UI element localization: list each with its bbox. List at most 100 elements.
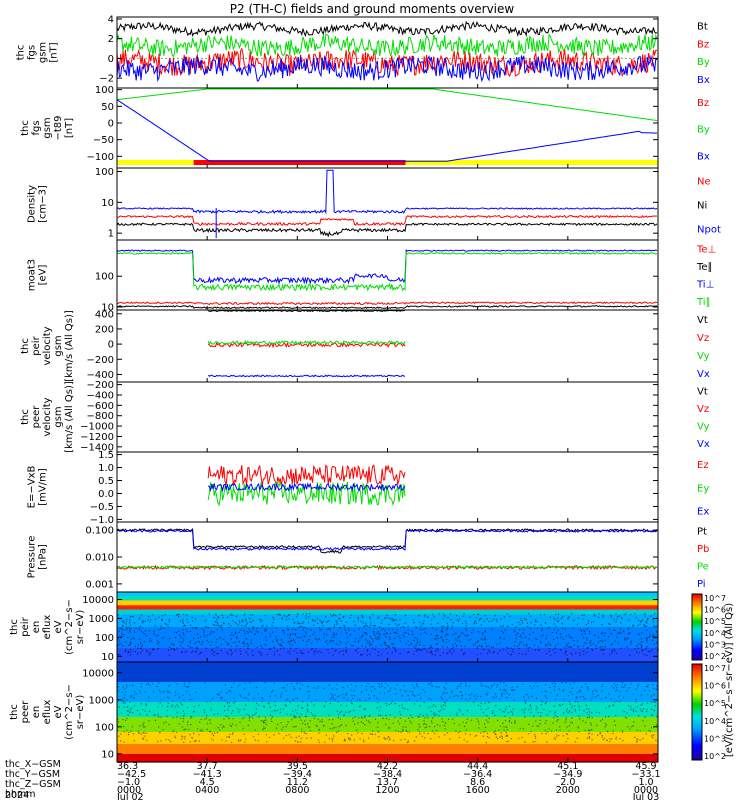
y-axis-label: thc (9, 704, 20, 720)
y-axis-label: [nPa] (38, 544, 49, 570)
y-tick-label: 0.001 (85, 579, 114, 590)
y-tick-label: −1400 (80, 442, 114, 453)
series-p7-1 (207, 481, 406, 507)
spectrogram-band (117, 596, 658, 601)
colorbar-tick: 10^5 (704, 617, 726, 626)
panel-p1: 4 2 0 −2 thc fgs gsm [nT] Bt Bz By Bx (16, 14, 710, 89)
x-axis-value: 0800 (285, 785, 309, 796)
panel-p9: 10000 1000 100 10 thc peir en eflux eV (cm^2−s− sr… (9, 591, 660, 663)
colorbar-tick: 10^6 (704, 606, 726, 615)
y-tick-label: 10000 (82, 595, 114, 606)
y-tick-label: 0.010 (85, 553, 114, 564)
y-axis-label: E=−VxB (27, 466, 38, 509)
y-tick-label: 0 (108, 54, 114, 65)
spectrogram-band (117, 682, 658, 703)
series-p2-2 (116, 99, 658, 162)
spectrogram-band (117, 717, 658, 733)
y-axis-label: peir (20, 616, 31, 636)
spectrogram-band (117, 592, 658, 597)
x-axis-value: 2.0 (560, 777, 575, 788)
y-axis-label: gsm (38, 42, 49, 63)
x-axis-value: 1600 (466, 785, 490, 796)
spectrogram-band (117, 600, 658, 606)
x-axis-value: 11.2 (287, 777, 308, 788)
y-tick-label: 0.0 (98, 489, 114, 500)
y-tick-label: 0 (108, 119, 114, 130)
x-axis-value: 0000 (117, 785, 141, 796)
legend-entry: Bt (697, 22, 708, 33)
y-tick-label: −600 (87, 401, 114, 412)
legend-entry: Vy (697, 422, 710, 433)
series-p3-0 (116, 214, 658, 227)
y-axis-label: moat3 (27, 259, 38, 291)
spectrogram-band (117, 744, 658, 755)
legend-entry: Vx (697, 369, 710, 380)
colorbar-label: [eV/(cm^2−s−sr−eV)] (All Qs) (724, 603, 735, 757)
colorbar-tick: 10^4 (704, 717, 726, 726)
legend-entry: Vz (697, 333, 709, 344)
y-tick-label: 1000 (89, 614, 114, 625)
spectrogram-band (117, 609, 658, 615)
y-tick-label: 0.5 (98, 476, 114, 487)
colorbar-tick: 10^3 (704, 640, 726, 649)
x-axis-value: 36.3 (117, 761, 138, 772)
y-axis-label: fgs (31, 120, 42, 135)
y-axis-label: [nT] (49, 42, 60, 62)
y-tick-label: −2 (99, 74, 114, 85)
x-axis-value: Jul 02 (116, 792, 144, 800)
legend-entry: Bz (697, 98, 709, 109)
legend-entry: Ex (697, 507, 709, 518)
y-axis-label: sr−eV) (75, 610, 86, 645)
x-axis-value: 4.5 (200, 777, 215, 788)
x-axis-value: 0400 (195, 785, 219, 796)
y-tick-label: −200 (87, 380, 114, 391)
series-p4-3 (116, 251, 658, 292)
colorbar-tick: 10^3 (704, 734, 726, 743)
y-axis-label: [mV/m] (38, 468, 49, 506)
x-axis-value: −42.5 (117, 769, 146, 780)
y-tick-label: 100 (95, 272, 114, 283)
x-axis-value: 13.7 (377, 777, 398, 788)
legend-entry: Pt (697, 527, 707, 538)
y-axis-label: gsm (53, 406, 64, 427)
legend-entry: Pe (697, 562, 709, 573)
y-tick-label: 50 (101, 102, 114, 113)
y-axis-label: thc (16, 45, 27, 61)
x-axis-value: 1200 (375, 785, 399, 796)
series-p5-3 (207, 374, 406, 378)
colorbar-tick: 10^5 (704, 699, 726, 708)
x-axis-value: −38.4 (373, 769, 402, 780)
series-p1-1 (116, 47, 658, 78)
series-p7-2 (207, 482, 406, 493)
y-tick-label: −0.5 (90, 502, 114, 513)
y-tick-label: 100 (95, 722, 114, 733)
region-bar-segment (405, 160, 658, 165)
legend-entry: Te⊥ (696, 245, 716, 256)
panel-p10: 10000 1000 100 10 thc peer en eflux eV (cm^2−s− sr… (9, 661, 659, 763)
y-tick-label: −1000 (80, 422, 114, 433)
y-axis-label: peer (31, 405, 42, 429)
spectrogram-band (117, 605, 658, 611)
legend-entry: Vt (697, 315, 708, 326)
y-tick-label: 1.0 (98, 463, 114, 474)
y-axis-label: gsm (42, 117, 53, 138)
spectrogram-noise (117, 682, 659, 744)
y-axis-label: (cm^2−s− (64, 684, 75, 740)
x-row-label: thc_X−GSM (5, 759, 61, 770)
x-axis-value: −36.4 (463, 769, 492, 780)
y-axis-label: [cm−3] (38, 185, 49, 223)
x-axis-value: 1.0 (638, 777, 653, 788)
panel-p4: 100 10 moat3 [eV] Te⊥ Te∥ Ti⊥ Ti∥ (27, 239, 716, 314)
y-axis-label: thc (20, 409, 31, 425)
y-tick-label: −200 (87, 355, 114, 366)
panel-p7: 1.5 1.0 0.5 0.0 −0.5 −1.0 E=−VxB [mV/m] Ez Ey Ex (27, 450, 710, 526)
y-axis-label: eflux (42, 700, 53, 725)
y-axis-label: en (31, 621, 42, 634)
x-row-label: 2024 (5, 790, 29, 800)
y-axis-label: thc (20, 120, 31, 136)
y-tick-label: 1000 (89, 695, 114, 706)
legend-entry: Vz (697, 404, 709, 415)
legend-entry: Pb (697, 544, 709, 555)
x-axis-value: Jul 03 (632, 792, 660, 800)
legend-entry: Bx (697, 75, 710, 86)
